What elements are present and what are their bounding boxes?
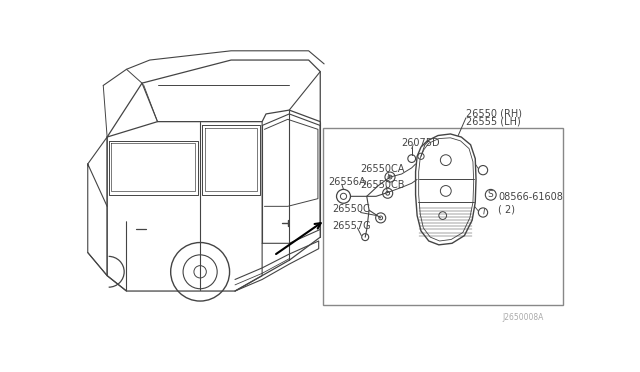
Text: 26550CA: 26550CA <box>360 164 405 174</box>
Text: 26557G: 26557G <box>333 221 371 231</box>
Bar <box>323 128 563 305</box>
Text: 26075D: 26075D <box>402 138 440 148</box>
Text: 26550 (RH): 26550 (RH) <box>466 109 522 119</box>
Text: 26550CB: 26550CB <box>360 180 405 190</box>
Text: J2650008A: J2650008A <box>502 314 544 323</box>
Text: 08566-61608
( 2): 08566-61608 ( 2) <box>499 192 563 214</box>
Text: 26550C: 26550C <box>333 203 371 214</box>
Text: 26556A: 26556A <box>328 177 365 187</box>
Text: 26555 (LH): 26555 (LH) <box>466 117 521 126</box>
Text: S: S <box>488 190 493 199</box>
